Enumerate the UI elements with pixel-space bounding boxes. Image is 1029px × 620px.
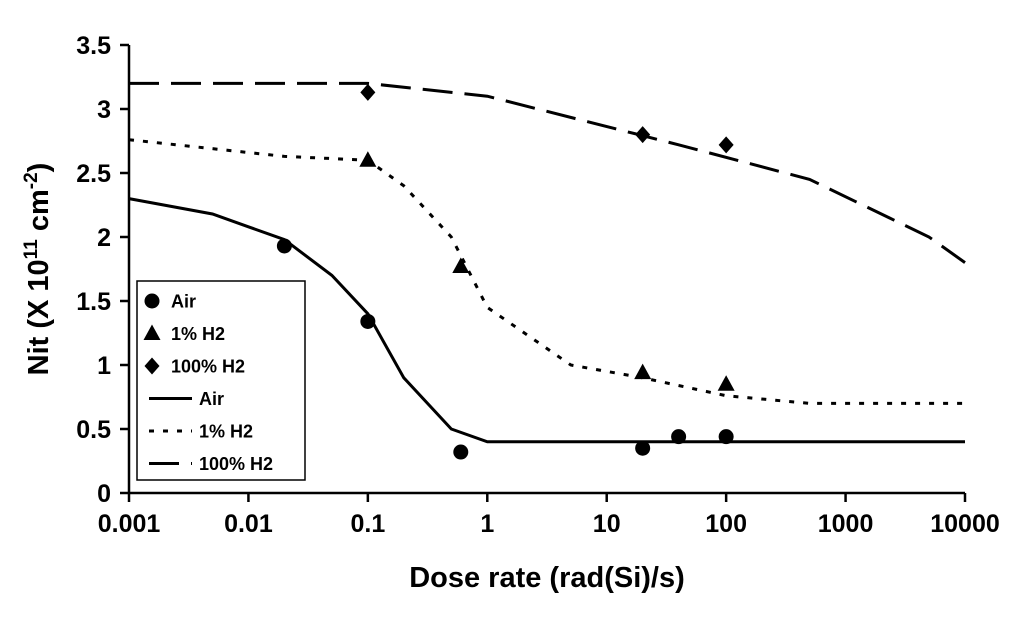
legend-label-air: Air [171,292,196,312]
data-point-air [276,238,292,254]
x-ticks: 0.001 0.01 0.1 1 10 100 1000 10000 [98,493,1000,538]
x-tick-label: 1 [480,510,494,538]
legend-label-air: Air [199,389,224,409]
x-tick-label: 0.001 [98,510,161,538]
legend-box [136,280,306,481]
data-point-1pct-h2 [717,375,735,391]
data-point-air [635,440,651,456]
x-tick-label: 10000 [930,510,1000,538]
y-axis-title-exponent: 11 [21,239,42,260]
legend-label-100pct-h2: 100% H2 [171,357,245,377]
y-tick-label: 3 [97,96,111,124]
y-tick-label: 1.5 [76,288,111,316]
x-tick-label: 10 [593,510,621,538]
x-tick-label: 0.01 [224,510,273,538]
plot-series [128,81,966,460]
y-tick-label: 0 [97,480,111,508]
x-tick-label: 1000 [818,510,874,538]
y-axis-title-end: ) [23,163,55,173]
y-axis-title-unit-exponent: -2 [21,172,42,189]
series-line-air [128,197,965,444]
legend-marker-100pct-h2 [144,357,160,375]
legend-marker-1pct-h2 [143,324,161,340]
y-tick-label: 0.5 [76,416,111,444]
x-tick-label: 0.1 [350,510,385,538]
series-line-1pct-h2 [128,138,965,405]
y-axis-title-base: Nit (X 10 [23,259,55,375]
y-ticks: 0 0.5 1 1.5 2 2.5 3 3.5 [76,32,129,508]
legend-label-100pct-h2: 100% H2 [199,454,273,474]
y-axis-title-unit: cm [23,189,55,239]
x-axis-title: Dose rate (rad(Si)/s) [409,562,685,594]
data-point-100pct-h2 [635,126,651,144]
y-tick-label: 2 [97,224,111,252]
y-tick-label: 2.5 [76,160,111,188]
legend-label-1pct-h2: 1% H2 [199,422,253,442]
y-tick-label: 1 [97,352,111,380]
data-point-1pct-h2 [634,363,652,380]
data-point-air [671,429,687,445]
data-point-1pct-h2 [359,151,377,167]
series-line-100pct-h2 [129,81,966,264]
legend-marker-air [144,293,160,309]
data-point-1pct-h2 [452,257,470,273]
y-axis-title: Nit (X 1011 cm-2) [21,163,55,376]
data-point-100pct-h2 [718,136,734,154]
data-point-air [360,313,376,329]
data-point-air [453,444,469,460]
x-tick-label: 100 [705,510,747,538]
legend-label-1pct-h2: 1% H2 [171,324,225,344]
y-tick-label: 3.5 [76,32,111,60]
data-point-air [718,429,734,445]
data-point-100pct-h2 [360,83,376,101]
axes [127,45,965,495]
legend: Air 1% H2 100% H2 Air 1% H2 100% H2 [136,280,306,481]
